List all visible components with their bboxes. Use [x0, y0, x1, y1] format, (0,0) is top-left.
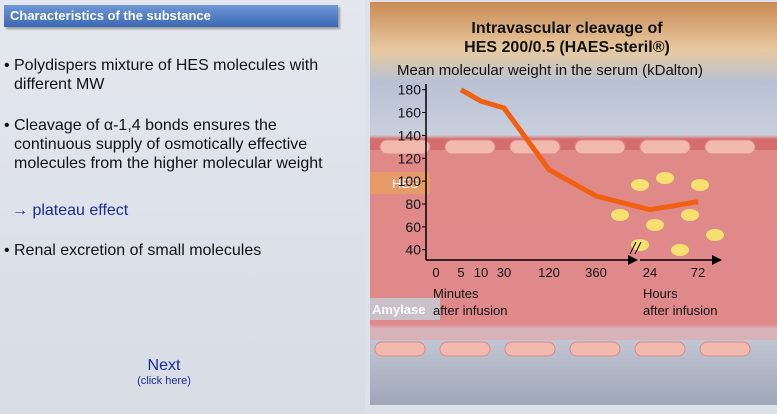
chart-title: Intravascular cleavage of [471, 20, 663, 37]
bullet: Polydispers mixture of HES molecules wit… [4, 56, 334, 94]
x-tick-label: 72 [691, 265, 705, 280]
next-label[interactable]: Next [147, 357, 181, 374]
y-tick-label: 60 [405, 219, 421, 235]
next-button[interactable]: Next (click here) [130, 357, 198, 387]
amylase-tag [370, 298, 440, 320]
vessel-band [370, 150, 777, 340]
x-tick-label: 120 [538, 265, 560, 280]
cells [374, 139, 756, 357]
y-tick-label: 160 [398, 105, 422, 121]
annotation: HES [392, 176, 419, 191]
next-hint[interactable]: (click here) [137, 375, 191, 387]
bullet: Cleavage of α-1,4 bonds ensures the cont… [4, 116, 334, 173]
axis-break [634, 241, 642, 255]
x-group-label: Hours [643, 286, 678, 301]
hes-tag [370, 172, 430, 194]
x-group-label: Minutes [433, 286, 479, 301]
y-tick-label: 120 [398, 150, 422, 166]
y-tick-label: 140 [398, 127, 422, 143]
chart-subtitle: Mean molecular weight in the serum (kDal… [397, 62, 703, 79]
x-tick-label: 360 [585, 265, 607, 280]
x-tick-label: 10 [474, 265, 488, 280]
bullet: Renal excretion of small molecules [4, 241, 334, 260]
y-tick-label: 180 [398, 82, 422, 98]
series-line [459, 87, 699, 213]
x-tick-label: 5 [457, 265, 464, 280]
header: Characteristics of the substance [4, 5, 338, 27]
annotation: Amylase [372, 302, 425, 317]
y-tick-label: 80 [405, 196, 421, 212]
chart-title: HES 200/0.5 (HAES-steril®) [464, 39, 670, 56]
x-group-note: after infusion [433, 303, 507, 318]
x-tick-label: 30 [497, 265, 511, 280]
x-tick-label: 0 [432, 265, 439, 280]
axis-arrow [628, 255, 638, 265]
y-tick-label: 40 [405, 242, 421, 258]
axis-arrow [712, 255, 722, 265]
x-group-note: after infusion [643, 303, 717, 318]
y-tick-label: 100 [398, 173, 422, 189]
plateau-note: → plateau effect [12, 202, 129, 219]
x-tick-label: 24 [643, 265, 657, 280]
axis-break [629, 241, 637, 255]
molecules [611, 172, 724, 256]
illustration-bg [370, 2, 777, 405]
text-panel: Characteristics of the substance Polydis… [0, 0, 365, 414]
